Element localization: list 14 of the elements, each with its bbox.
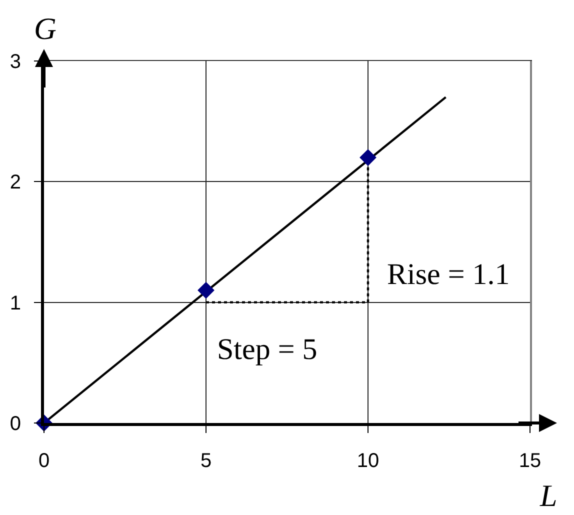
annotation: Rise = 1.1 <box>387 258 510 291</box>
annotation: Step = 5 <box>217 333 318 366</box>
point <box>198 282 214 299</box>
x-tick-label: 10 <box>356 450 380 472</box>
x-axis-title: L <box>539 478 558 513</box>
point <box>360 149 376 166</box>
y-axis-title: G <box>34 11 56 46</box>
x-tick-label: 15 <box>518 450 542 472</box>
x-tick-label: 0 <box>38 450 50 472</box>
x-tick-label: 5 <box>200 450 212 472</box>
y-tick-label: 2 <box>10 172 21 194</box>
y-tick-label: 3 <box>10 51 21 73</box>
y-tick-label: 0 <box>10 413 21 435</box>
y-tick-label: 1 <box>10 292 21 314</box>
